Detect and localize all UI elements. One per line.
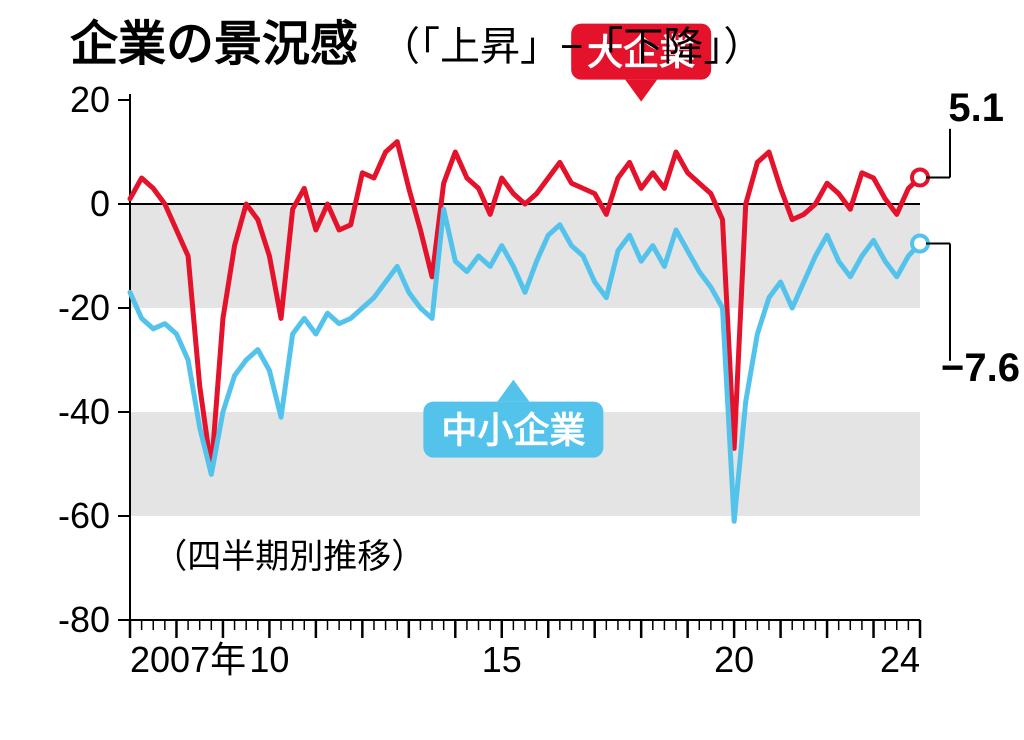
end-label-sme: −7.6 bbox=[941, 346, 1020, 390]
x-tick-label: 24 bbox=[880, 639, 920, 680]
x-tick-label: 15 bbox=[482, 639, 522, 680]
end-label-large: 5.1 bbox=[948, 86, 1004, 130]
y-tick-label: -40 bbox=[58, 391, 110, 432]
y-tick-label: -60 bbox=[58, 495, 110, 536]
y-tick-label: -20 bbox=[58, 287, 110, 328]
y-tick-label: 20 bbox=[70, 79, 110, 120]
title-sub: （「上昇」−「下降」） bbox=[380, 25, 763, 69]
chart-title: 企業の景況感 （「上昇」−「下降」） bbox=[70, 18, 763, 71]
x-tick-label: 10 bbox=[249, 639, 289, 680]
x-tick-label: 2007年 bbox=[130, 639, 246, 680]
footnote: （四半期別推移） bbox=[153, 538, 425, 576]
y-tick-label: -80 bbox=[58, 599, 110, 640]
x-tick-label: 20 bbox=[714, 639, 754, 680]
end-marker-large bbox=[912, 169, 928, 185]
legend-sme: 中小企業 bbox=[423, 380, 603, 458]
end-marker-sme bbox=[912, 236, 928, 252]
y-axis: 20 0 -20 -40 -60 -80 bbox=[58, 79, 130, 640]
x-axis: 2007年10 15 20 24 bbox=[130, 620, 920, 680]
legend-label: 中小企業 bbox=[441, 410, 585, 451]
title-main: 企業の景況感 bbox=[70, 18, 358, 71]
y-tick-label: 0 bbox=[90, 183, 110, 224]
